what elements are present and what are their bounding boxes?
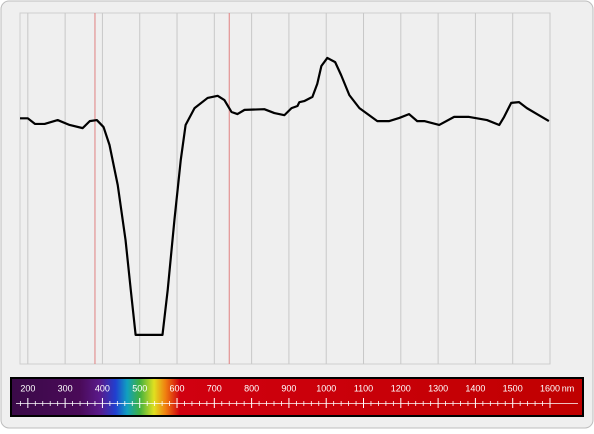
x-tick-label: 1100	[354, 383, 373, 393]
spectrum-line	[20, 56, 550, 336]
x-unit: nm	[562, 383, 575, 393]
x-tick-label: 1600	[540, 383, 560, 393]
x-tick-label: 1400	[465, 383, 485, 393]
x-tick-label: 1300	[428, 383, 448, 393]
x-tick-label: 600	[170, 383, 185, 393]
x-tick-label: 800	[244, 383, 259, 393]
x-tick-label: 1500	[503, 383, 523, 393]
x-tick-label: 900	[281, 383, 296, 393]
x-tick-label: 300	[58, 383, 73, 393]
plot-area	[19, 12, 551, 365]
x-tick-label: 200	[20, 383, 35, 393]
spectrum-bar	[10, 377, 584, 417]
x-tick-label: 1000	[316, 383, 336, 393]
x-tick-label: 1200	[391, 383, 411, 393]
x-tick-label: 500	[132, 383, 147, 393]
x-tick-label: 400	[95, 383, 110, 393]
x-tick-label: 700	[207, 383, 222, 393]
